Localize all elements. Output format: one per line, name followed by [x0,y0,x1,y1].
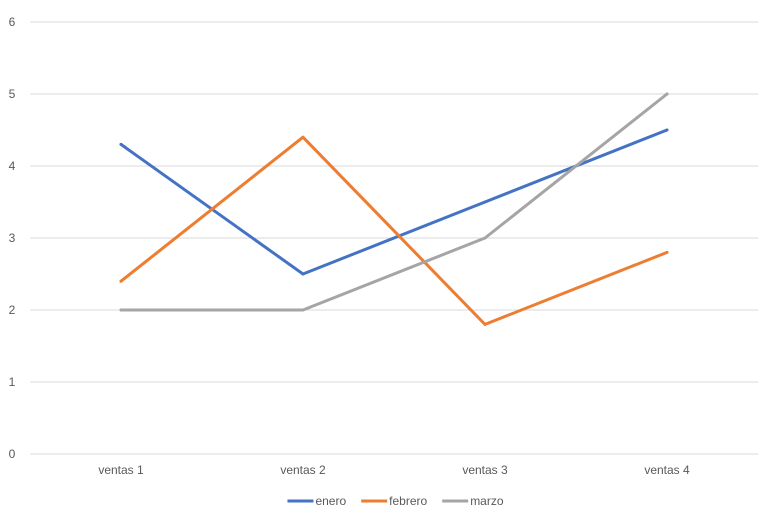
y-tick-label: 2 [9,303,16,317]
series-enero [119,128,669,276]
data-point-enero [301,272,305,276]
series-marzo [119,92,669,312]
data-point-enero [665,128,669,132]
series-febrero [119,135,669,326]
y-tick-label: 6 [9,15,16,29]
y-axis-tick-labels: 0 1 2 3 4 5 6 [9,15,16,461]
data-point-febrero [665,250,669,254]
data-point-marzo [119,308,123,312]
data-point-enero [119,142,123,146]
data-point-marzo [665,92,669,96]
legend-item-febrero: febrero [361,494,428,508]
y-tick-label: 0 [9,447,16,461]
x-tick-label: ventas 2 [280,463,326,477]
legend-item-marzo: marzo [442,494,504,508]
y-tick-label: 4 [9,159,16,173]
legend-label: marzo [470,494,504,508]
series-line-marzo [119,92,669,312]
data-point-febrero [483,322,487,326]
x-tick-label: ventas 1 [98,463,144,477]
series-line-enero [119,128,669,276]
legend-label: enero [315,494,346,508]
data-point-febrero [301,135,305,139]
y-tick-label: 1 [9,375,16,389]
y-tick-label: 3 [9,231,16,245]
x-tick-label: ventas 4 [644,463,690,477]
series-lines [119,92,669,326]
data-point-enero [483,200,487,204]
legend-item-enero: enero [287,494,346,508]
x-tick-label: ventas 3 [462,463,508,477]
legend: enero febrero marzo [287,494,504,508]
y-tick-label: 5 [9,87,16,101]
series-line-febrero [119,135,669,326]
x-axis-tick-labels: ventas 1 ventas 2 ventas 3 ventas 4 [98,463,690,477]
data-point-marzo [483,236,487,240]
legend-label: febrero [389,494,427,508]
data-point-febrero [119,279,123,283]
data-point-marzo [301,308,305,312]
